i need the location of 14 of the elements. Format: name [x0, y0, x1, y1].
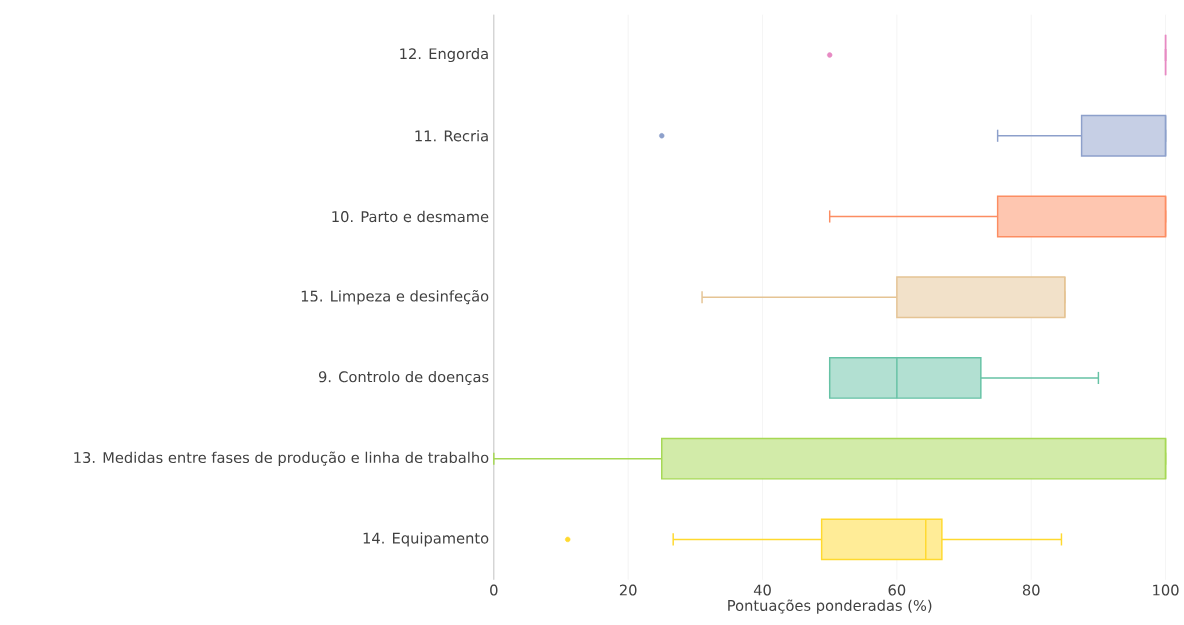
y-tick-label: 12. Engorda — [400, 48, 488, 63]
x-tick-label: 20 — [619, 584, 637, 596]
y-tick-label: 14. Equipamento — [363, 532, 489, 547]
x-tick-label: 40 — [753, 584, 771, 596]
y-tick-label: 9. Controlo de doenças — [318, 371, 489, 386]
y-tick-label: 10. Parto e desmame — [332, 210, 489, 223]
y-tick-label: 13. Medidas entre fases de produção e linha de trabalho — [74, 451, 489, 467]
y-tick-label: 11. Recria — [415, 130, 488, 142]
x-tick-label: 100 — [1153, 584, 1179, 596]
x-axis-title: Pontuações ponderadas (%) — [728, 599, 932, 614]
y-tick-label: 15. Limpeza e desinfeção — [301, 290, 489, 305]
x-tick-label: 60 — [888, 584, 906, 596]
x-tick-label: 80 — [1022, 584, 1040, 596]
x-tick-label: 0 — [490, 584, 498, 596]
